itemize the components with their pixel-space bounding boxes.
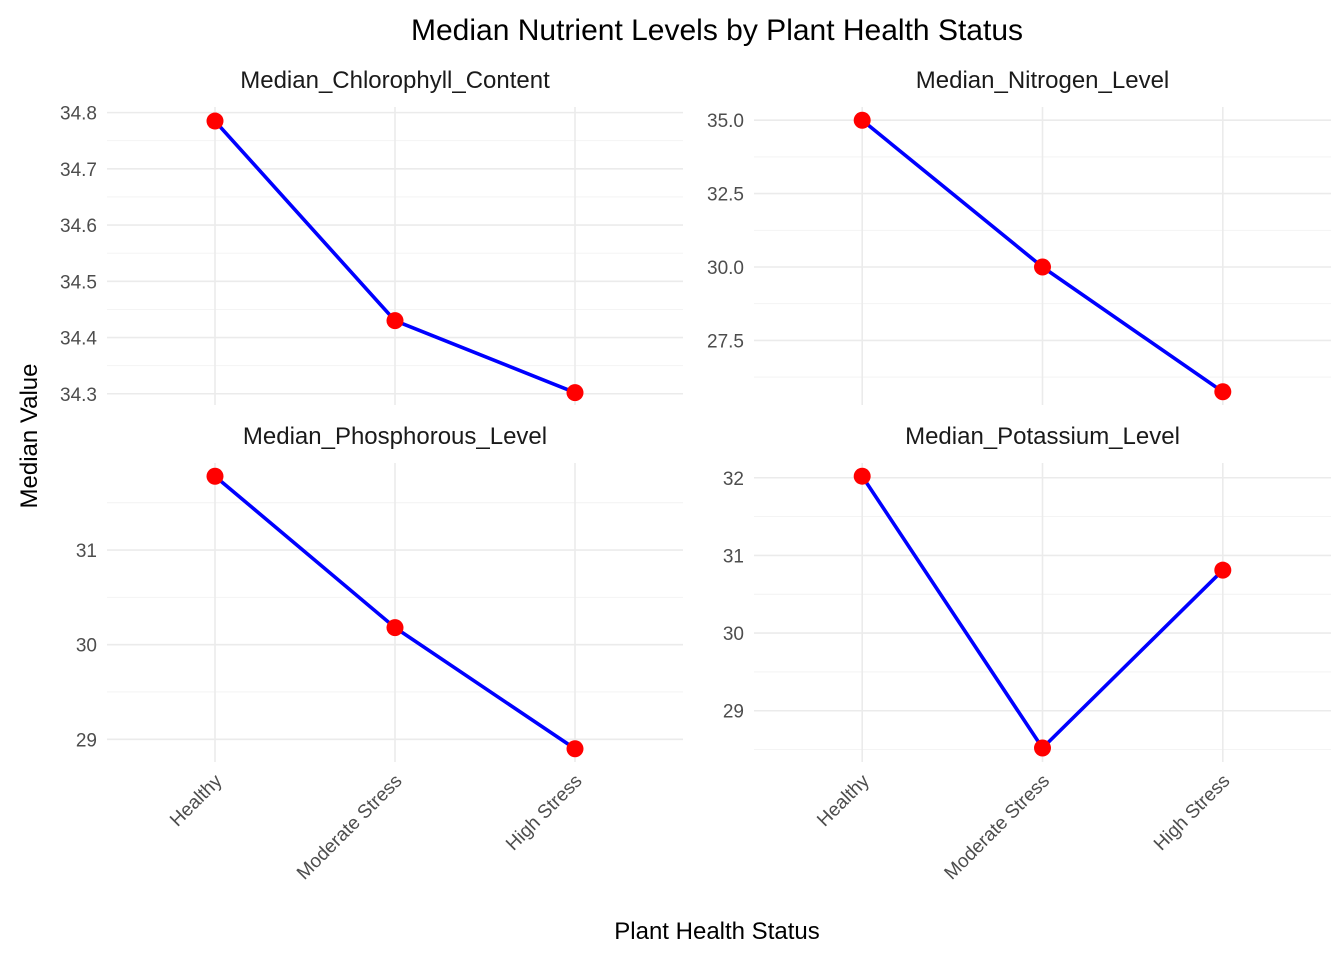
- facet-panel-median-nitrogen-level: 27.5 30.0 32.5 35.0 Median_Nitrogen_Level: [707, 67, 1331, 405]
- data-point-moderate-stress: [386, 312, 404, 330]
- x-tick-label-healthy: Healthy: [166, 770, 227, 831]
- y-tick-label: 34.8: [60, 104, 97, 125]
- x-tick-label-moderate-stress: Moderate Stress: [941, 771, 1054, 884]
- facet-title-median-nitrogen-level: Median_Nitrogen_Level: [916, 67, 1170, 94]
- y-axis-title: Median Value: [16, 364, 43, 509]
- data-point-moderate-stress: [1034, 739, 1051, 757]
- y-tick-label: 34.7: [60, 160, 97, 181]
- y-tick-label: 29: [76, 730, 97, 751]
- y-tick-label: 34.3: [60, 385, 97, 406]
- data-point-healthy: [853, 111, 871, 129]
- y-tick-label: 31: [723, 546, 744, 567]
- y-tick-label: 34.4: [60, 329, 97, 350]
- y-tick-label: 29: [723, 702, 744, 723]
- y-tick-label: 32: [723, 469, 744, 490]
- data-point-moderate-stress: [386, 619, 404, 637]
- y-tick-label: 34.6: [60, 216, 97, 237]
- x-tick-label-healthy: Healthy: [813, 770, 874, 831]
- x-axis-title: Plant Health Status: [614, 918, 819, 945]
- y-tick-label: 30: [723, 624, 744, 645]
- y-tick-label: 34.5: [60, 272, 97, 293]
- y-tick-label: 32.5: [707, 185, 744, 206]
- facet-title-median-potassium-level: Median_Potassium_Level: [905, 423, 1180, 450]
- y-tick-label: 30: [76, 636, 97, 657]
- data-point-healthy: [206, 467, 224, 485]
- facet-panel-median-phosphorous-level: 29 30 31 Median_Phosphorous_Level: [76, 423, 683, 762]
- data-point-healthy: [853, 467, 871, 485]
- x-tick-labels: Healthy Moderate Stress High Stress Healthy…: [166, 770, 1234, 884]
- facet-panel-median-potassium-level: 29 30 31 32 Median_Potassium_Level: [723, 423, 1331, 762]
- y-tick-label: 27.5: [707, 331, 744, 352]
- facet-panels: 34.3 34.4 34.5 34.6 34.7 34.8 Median_Chlorophy…: [60, 67, 1331, 762]
- x-tick-label-high-stress: High Stress: [1150, 771, 1234, 855]
- data-point-high-stress: [566, 384, 584, 402]
- data-point-high-stress: [1214, 383, 1232, 401]
- facet-title-median-phosphorous-level: Median_Phosphorous_Level: [243, 423, 547, 450]
- data-point-high-stress: [566, 740, 584, 758]
- y-tick-label: 31: [76, 541, 97, 562]
- x-tick-label-moderate-stress: Moderate Stress: [293, 771, 406, 884]
- facet-panel-median-chlorophyll-content: 34.3 34.4 34.5 34.6 34.7 34.8 Median_Chlorophy…: [60, 67, 683, 406]
- data-point-healthy: [206, 112, 224, 130]
- chart-title: Median Nutrient Levels by Plant Health S…: [411, 14, 1023, 47]
- x-tick-label-high-stress: High Stress: [502, 771, 586, 855]
- y-tick-label: 35.0: [707, 111, 744, 132]
- data-point-high-stress: [1214, 561, 1232, 579]
- facet-title-median-chlorophyll-content: Median_Chlorophyll_Content: [240, 67, 550, 94]
- y-tick-label: 30.0: [707, 258, 744, 279]
- data-point-moderate-stress: [1034, 258, 1051, 276]
